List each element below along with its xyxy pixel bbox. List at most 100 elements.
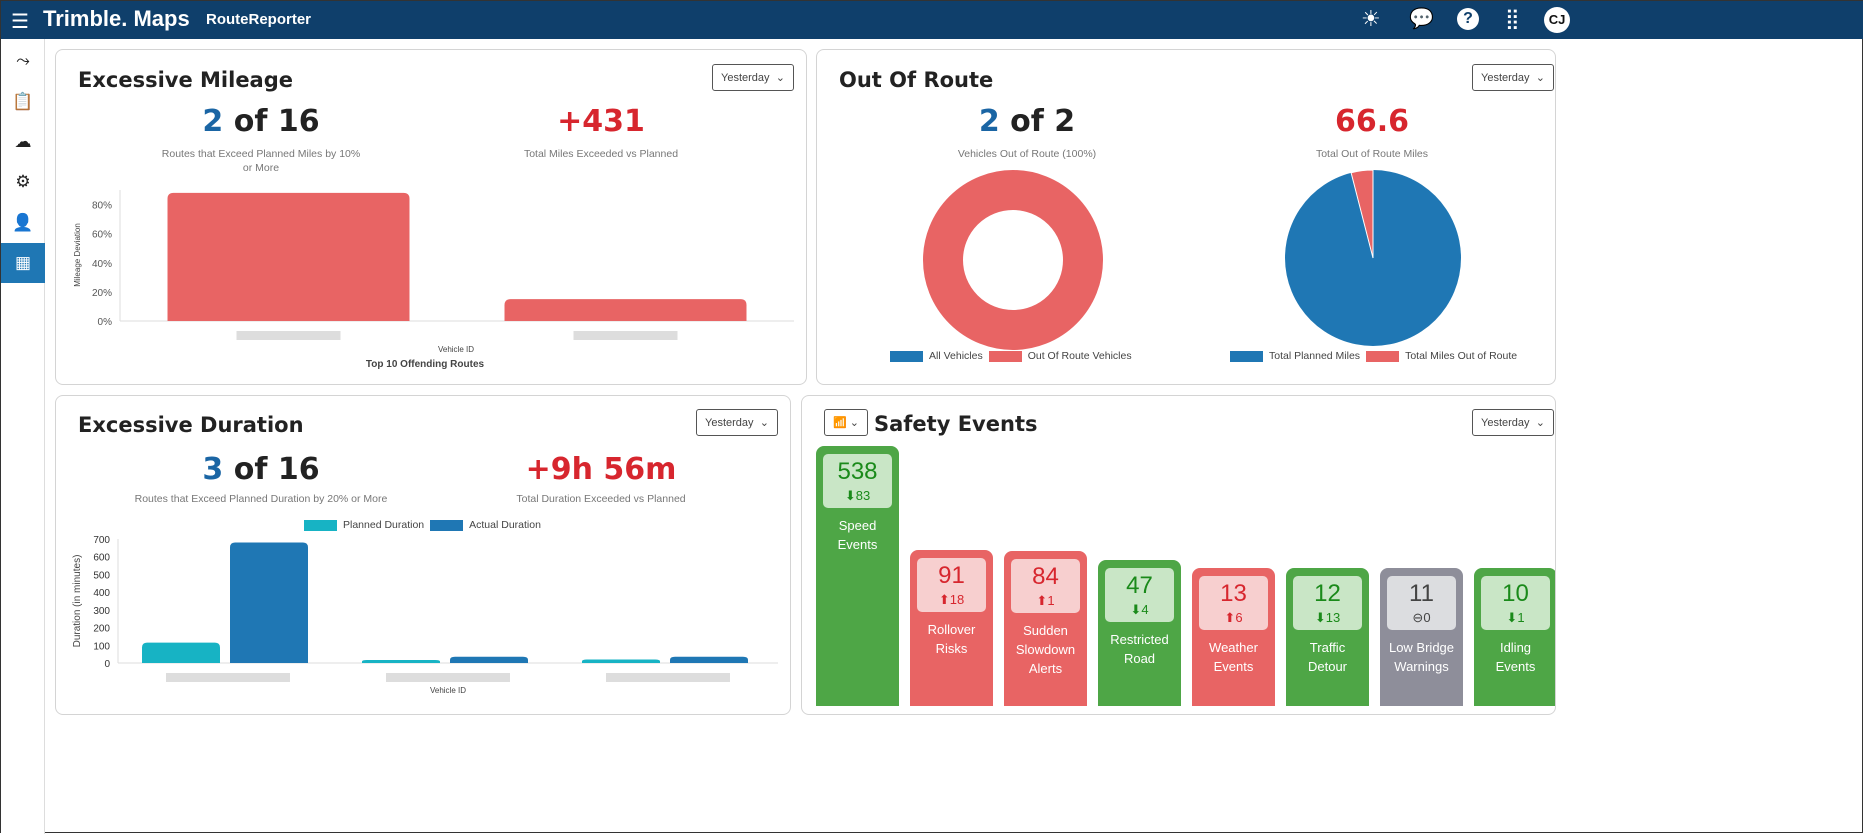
safety-event-idling-events[interactable]: 10 ⬇1 Idling Events — [1474, 568, 1555, 706]
x-tick-label-redacted — [386, 673, 510, 682]
count-value: 3 — [202, 452, 224, 487]
y-tick-label: 40% — [92, 259, 112, 270]
safety-event-low-bridge-warnings[interactable]: 11 ⊖0 Low Bridge Warnings — [1380, 568, 1463, 706]
y-tick-label: 300 — [93, 606, 110, 617]
event-count-box: 84 ⬆1 — [1011, 559, 1080, 613]
event-label: Weather Events — [1209, 640, 1258, 674]
y-tick-label: 0% — [98, 317, 113, 328]
dropdown-value: Yesterday — [721, 71, 770, 84]
route-icon[interactable]: ⤳ — [16, 51, 30, 70]
y-tick-label: 200 — [93, 624, 110, 635]
arrow-none-icon: ⊖ — [1412, 610, 1424, 625]
legend-label: All Vehicles — [929, 350, 983, 362]
safety-event-rollover-risks[interactable]: 91 ⬆18 Rollover Risks — [910, 550, 993, 706]
legend-label: Planned Duration — [343, 519, 425, 531]
card-title: Out Of Route — [839, 68, 994, 92]
total-label: Total Out of Route Miles — [1315, 148, 1429, 160]
cloud-download-icon[interactable]: ☁ — [14, 132, 32, 151]
dashboard-icon[interactable]: ▦ — [1, 243, 45, 283]
y-tick-label: 60% — [92, 230, 112, 241]
count-total: of 16 — [223, 452, 320, 487]
apps-grid-icon[interactable]: ⣿ — [1505, 8, 1520, 30]
event-delta: 18 — [949, 592, 965, 607]
legend-label: Out Of Route Vehicles — [1027, 350, 1132, 362]
menu-icon[interactable]: ☰ — [11, 11, 29, 33]
user-check-icon[interactable]: 👤 — [12, 213, 34, 232]
vehicles-donut-chart — [923, 170, 1103, 350]
excessive-mileage-card: Excessive Mileage Yesterday ⌄ 2 of 16 Rou… — [55, 49, 807, 385]
count-total: of 2 — [999, 104, 1076, 139]
sun-icon[interactable]: ☀ — [1361, 6, 1381, 31]
period-dropdown[interactable]: Yesterday ⌄ — [1472, 64, 1554, 91]
event-count-box: 91 ⬆18 — [917, 558, 986, 612]
dropdown-value: Yesterday — [705, 416, 754, 429]
event-count-box: 12 ⬇13 — [1293, 576, 1362, 630]
duration-bar-chart: 0 100 200 300 400 500 600 700 Duration (in minut… — [72, 535, 778, 695]
safety-event-restricted-road[interactable]: 47 ⬇4 Restricted Road — [1098, 560, 1181, 706]
event-label: Traffic Detour — [1307, 640, 1348, 674]
y-tick-label: 0 — [104, 659, 110, 670]
out-of-route-card: Out Of Route Yesterday ⌄ 2 of 2 Vehicles … — [816, 49, 1556, 385]
dropdown-value: Yesterday — [1481, 71, 1530, 84]
dropdown-value: Yesterday — [1481, 416, 1530, 429]
legend: Total Planned Miles Total Miles Out of R… — [1230, 350, 1517, 362]
legend-swatch — [988, 350, 1022, 362]
chat-icon[interactable]: 💬 — [1409, 8, 1434, 30]
period-dropdown[interactable]: Yesterday ⌄ — [712, 64, 794, 91]
legend: All Vehicles Out Of Route Vehicles — [890, 350, 1132, 362]
clipboard-icon[interactable]: 📋 — [12, 92, 34, 111]
event-count: 47 — [1126, 572, 1153, 599]
miles-pie-chart — [1285, 169, 1461, 346]
y-axis-label: Duration (in minutes) — [72, 555, 83, 648]
chevron-down-icon: ⌄ — [759, 417, 769, 429]
y-tick-label: 80% — [92, 201, 112, 212]
event-count-box: 11 ⊖0 — [1387, 576, 1456, 630]
bar — [582, 659, 660, 663]
legend-swatch — [430, 519, 464, 531]
chart-title: Top 10 Offending Routes — [366, 359, 485, 370]
period-dropdown[interactable]: Yesterday ⌄ — [1472, 409, 1554, 436]
x-tick-label-redacted — [236, 331, 341, 340]
help-icon[interactable]: ? — [1457, 8, 1479, 30]
sidebar: ⤳ 📋 ☁ ⚙ 👤 ▦ — [1, 39, 45, 834]
arrow-up-icon: ⬆ — [938, 592, 950, 607]
y-tick-label: 400 — [93, 588, 110, 599]
safety-event-speed-events[interactable]: 538 ⬇83 Speed Events — [816, 446, 899, 706]
safety-event-weather-events[interactable]: 13 ⬆6 Weather Events — [1192, 568, 1275, 706]
safety-events-card: 📶 ⌄ Safety Events Yesterday ⌄ 538 ⬇83 Speed … — [801, 395, 1556, 715]
legend-swatch — [304, 519, 337, 531]
card-title: Excessive Duration — [78, 413, 304, 437]
safety-event-sudden-slowdown-alerts[interactable]: 84 ⬆1 Sudden Slowdown Alerts — [1004, 551, 1087, 706]
bar — [362, 660, 440, 663]
pie-slice-out-of-route — [1350, 169, 1374, 259]
chevron-down-icon: ⌄ — [775, 72, 785, 84]
event-count: 11 — [1409, 580, 1434, 607]
total-value: +9h 56m — [525, 452, 677, 487]
gears-icon[interactable]: ⚙ — [15, 172, 31, 191]
x-tick-label-redacted — [606, 673, 730, 682]
event-count-box: 538 ⬇83 — [823, 454, 892, 508]
count-value: 2 — [978, 104, 1000, 139]
x-tick-label-redacted — [573, 331, 678, 340]
event-label: Speed Events — [837, 518, 878, 552]
y-tick-label: 100 — [93, 641, 110, 652]
chart-type-dropdown[interactable]: 📶 ⌄ — [824, 409, 868, 436]
y-tick-label: 700 — [93, 535, 110, 546]
bar — [504, 299, 747, 321]
event-count: 10 — [1502, 580, 1529, 607]
safety-event-traffic-detour[interactable]: 12 ⬇13 Traffic Detour — [1286, 568, 1369, 706]
arrow-down-icon: ⬇ — [1314, 610, 1326, 625]
period-dropdown[interactable]: Yesterday ⌄ — [696, 409, 778, 436]
chevron-down-icon: ⌄ — [1535, 72, 1545, 84]
arrow-up-icon: ⬆ — [1036, 593, 1048, 608]
top-header: ☰ Trimble. Maps RouteReporter ☀ 💬 ? ⣿ CJ — [1, 1, 1863, 39]
x-tick-label-redacted — [166, 673, 290, 682]
legend-label: Total Miles Out of Route — [1405, 350, 1518, 362]
event-label: Idling Events — [1495, 640, 1536, 674]
x-axis-label: Vehicle ID — [438, 345, 474, 354]
bar — [167, 192, 410, 321]
avatar[interactable]: CJ — [1544, 7, 1570, 33]
event-delta: 1 — [1047, 593, 1055, 608]
total-label: Total Duration Exceeded vs Planned — [516, 493, 686, 505]
event-count: 538 — [837, 458, 878, 485]
